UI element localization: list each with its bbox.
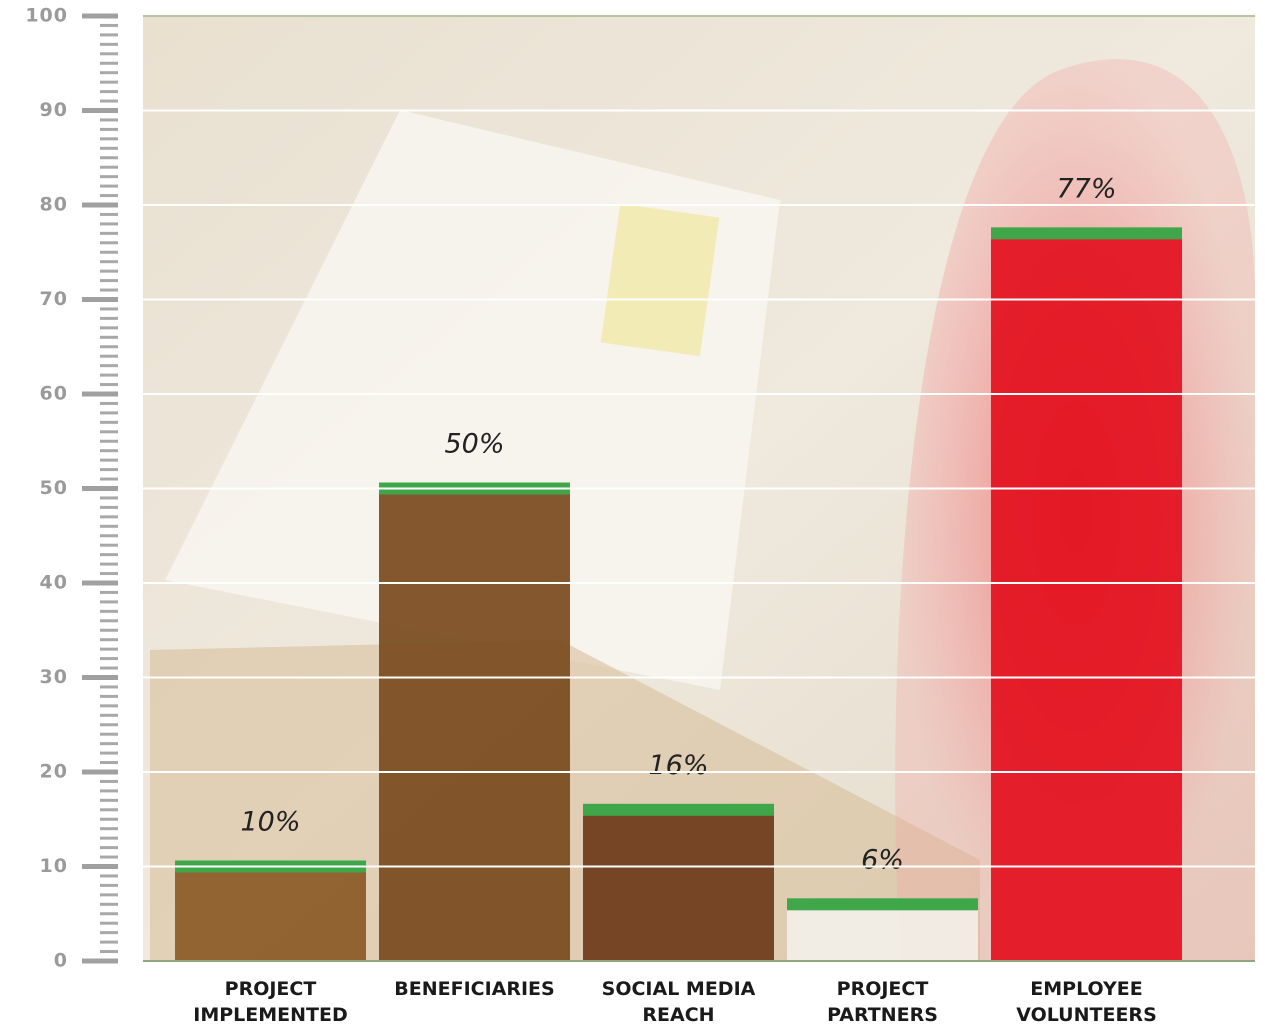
x-tick-label: SOCIAL MEDIA REACH: [601, 978, 756, 1026]
value-label: 6%: [861, 844, 904, 875]
y-tick: [82, 13, 118, 19]
y-tick-label: 70: [40, 288, 68, 310]
value-label: 16%: [648, 750, 708, 781]
y-tick-label: 80: [40, 194, 68, 216]
bar: [583, 809, 774, 961]
y-tick: [82, 769, 118, 775]
y-tick: [82, 958, 118, 964]
y-tick: [82, 297, 118, 302]
value-label: 77%: [1056, 173, 1116, 204]
y-tick: [82, 580, 118, 586]
y-tick: [82, 202, 118, 208]
y-tick-label: 10: [40, 855, 68, 877]
y-tick: [82, 486, 118, 491]
bar: [379, 488, 570, 961]
x-tick-label: BENEFICIARIES: [394, 978, 555, 1000]
bar: [787, 904, 978, 961]
bar-cap: [787, 898, 978, 911]
y-tick-label: 50: [40, 477, 68, 499]
y-tick-label: 0: [54, 950, 68, 972]
x-tick-label: EMPLOYEE VOLUNTEERS: [1016, 978, 1157, 1026]
bar-cap: [583, 803, 774, 816]
y-tick-label: 60: [40, 383, 68, 405]
bar: [991, 233, 1182, 962]
y-tick-label: 40: [40, 572, 68, 594]
x-tick-label: PROJECT PARTNERS: [827, 978, 938, 1026]
y-tick: [82, 675, 118, 680]
y-tick-label: 90: [40, 99, 68, 121]
y-tick: [82, 391, 118, 397]
y-tick-label: 30: [40, 666, 68, 688]
y-tick: [82, 864, 118, 869]
value-label: 50%: [444, 429, 504, 460]
x-tick-label: PROJECT IMPLEMENTED: [193, 978, 348, 1026]
y-tick: [82, 108, 118, 113]
y-tick-label: 100: [25, 5, 68, 27]
bar-cap: [991, 227, 1182, 240]
y-tick-label: 20: [40, 761, 68, 783]
value-label: 10%: [240, 807, 300, 838]
bar: [175, 866, 366, 961]
